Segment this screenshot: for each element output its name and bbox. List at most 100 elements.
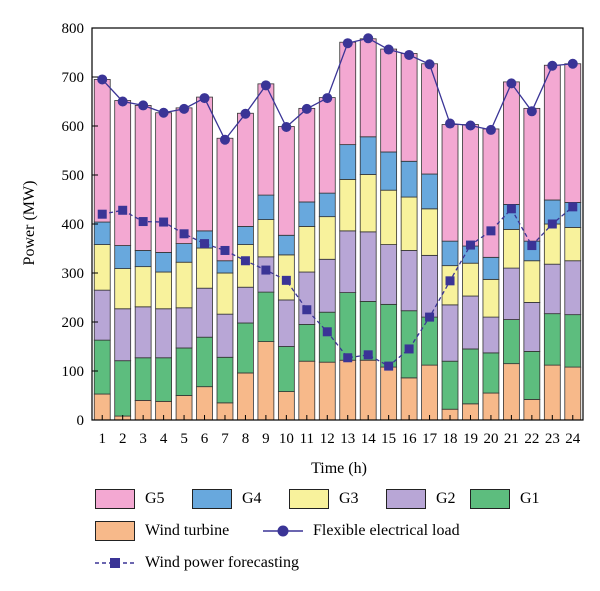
x-tick-label-2: 2 [119, 431, 127, 447]
point-wind-power-forecasting-5 [179, 229, 189, 239]
x-tick-label-21: 21 [504, 431, 519, 447]
point-wind-power-forecasting-13 [343, 353, 353, 363]
x-tick-label-8: 8 [242, 431, 250, 447]
line-flexible-electrical-load [101, 37, 573, 141]
bar-g2-1 [93, 289, 111, 341]
bar-g5-21 [503, 81, 520, 205]
bar-g3-8 [237, 244, 254, 288]
point-wind-power-forecasting-24 [568, 202, 578, 212]
point-wind-power-forecasting-17 [425, 312, 435, 322]
point-flexible-electrical-load-12 [322, 93, 333, 104]
bar-g2-2 [114, 308, 132, 362]
bar-g1-8 [237, 322, 254, 374]
legend: G5 G4 G3 G2 G1 Wind turbine Flexible ele… [95, 486, 565, 586]
bar-g4-15 [380, 151, 398, 191]
legend-item-g2: G2 [386, 486, 456, 512]
legend-item-g4: G4 [192, 486, 262, 512]
legend-label-g5: G5 [145, 490, 165, 507]
bar-g1-16 [400, 310, 418, 379]
bar-g5-15 [380, 48, 398, 153]
y-tick-label-400: 400 [62, 217, 85, 233]
bar-g5-7 [216, 137, 234, 262]
bar-g5-11 [298, 107, 316, 203]
bar-g4-3 [134, 250, 152, 268]
x-tick-label-14: 14 [361, 431, 377, 447]
bar-g3-6 [196, 247, 213, 289]
bar-wind-turbine-9 [257, 341, 275, 421]
bar-g5-20 [482, 128, 500, 258]
point-flexible-electrical-load-10 [281, 121, 292, 132]
bar-wind-turbine-15 [380, 366, 398, 421]
y-tick-label-700: 700 [62, 70, 85, 86]
bar-g3-21 [503, 228, 520, 269]
y-tick-label-300: 300 [62, 266, 85, 282]
bar-g5-19 [462, 124, 479, 247]
bar-g2-10 [277, 299, 295, 347]
legend-label-wind-turbine: Wind turbine [145, 522, 230, 539]
point-wind-power-forecasting-18 [445, 276, 455, 286]
x-tick-label-18: 18 [443, 431, 458, 447]
legend-label-g3: G3 [339, 490, 359, 507]
point-wind-power-forecasting-15 [384, 361, 394, 371]
bar-g1-3 [134, 357, 152, 401]
legend-swatch-g5 [95, 489, 135, 509]
bar-wind-turbine-23 [543, 364, 561, 421]
bar-g1-2 [114, 360, 132, 417]
point-wind-power-forecasting-12 [322, 327, 332, 337]
bar-g4-17 [421, 173, 438, 210]
bar-g2-7 [216, 313, 234, 358]
point-flexible-electrical-load-24 [567, 58, 578, 69]
point-flexible-electrical-load-19 [465, 120, 476, 131]
bar-g1-11 [298, 324, 316, 362]
x-tick-label-19: 19 [463, 431, 478, 447]
bar-wind-turbine-16 [400, 377, 418, 421]
bar-g5-18 [441, 124, 459, 242]
bar-g1-15 [380, 303, 398, 368]
bar-g4-2 [114, 245, 132, 269]
x-tick-label-20: 20 [483, 431, 498, 447]
point-wind-power-forecasting-6 [200, 239, 210, 249]
point-flexible-electrical-load-21 [506, 78, 517, 89]
point-wind-power-forecasting-1 [97, 209, 107, 219]
x-tick-label-17: 17 [422, 431, 438, 447]
x-tick-label-12: 12 [320, 431, 335, 447]
point-flexible-electrical-load-15 [383, 44, 394, 55]
bar-g4-4 [155, 252, 172, 273]
bar-g5-5 [175, 107, 193, 244]
bar-g5-22 [523, 107, 541, 242]
bar-g1-5 [175, 347, 193, 396]
legend-label-g1: G1 [520, 490, 540, 507]
legend-line-circle-icon [263, 525, 303, 537]
x-tick-label-15: 15 [381, 431, 396, 447]
bar-wind-turbine-13 [339, 359, 357, 421]
legend-label-g4: G4 [242, 490, 262, 507]
point-wind-power-forecasting-10 [281, 275, 291, 285]
bar-g2-24 [564, 260, 582, 316]
bar-g2-23 [543, 263, 561, 315]
point-flexible-electrical-load-18 [445, 118, 456, 129]
x-tick-label-4: 4 [160, 431, 168, 447]
y-tick-label-200: 200 [62, 315, 85, 331]
point-flexible-electrical-load-9 [260, 80, 271, 91]
bar-wind-turbine-14 [359, 359, 377, 421]
bar-wind-turbine-17 [421, 364, 438, 421]
bar-g5-12 [318, 97, 336, 194]
bar-g2-17 [421, 254, 438, 318]
bar-g3-2 [114, 268, 132, 310]
point-wind-power-forecasting-20 [486, 226, 496, 236]
x-tick-label-23: 23 [545, 431, 560, 447]
bar-g1-20 [482, 352, 500, 394]
bar-g4-16 [400, 160, 418, 198]
legend-label-flexible-load: Flexible electrical load [313, 522, 460, 539]
x-tick-label-24: 24 [565, 431, 581, 447]
point-wind-power-forecasting-4 [159, 217, 169, 227]
x-tick-label-13: 13 [340, 431, 355, 447]
bar-g4-1 [93, 221, 111, 245]
bar-g1-21 [503, 319, 520, 365]
bar-g5-1 [93, 79, 111, 223]
legend-item-g3: G3 [289, 486, 359, 512]
point-wind-power-forecasting-16 [404, 344, 414, 354]
bar-g5-16 [400, 53, 418, 162]
point-flexible-electrical-load-22 [526, 106, 537, 117]
